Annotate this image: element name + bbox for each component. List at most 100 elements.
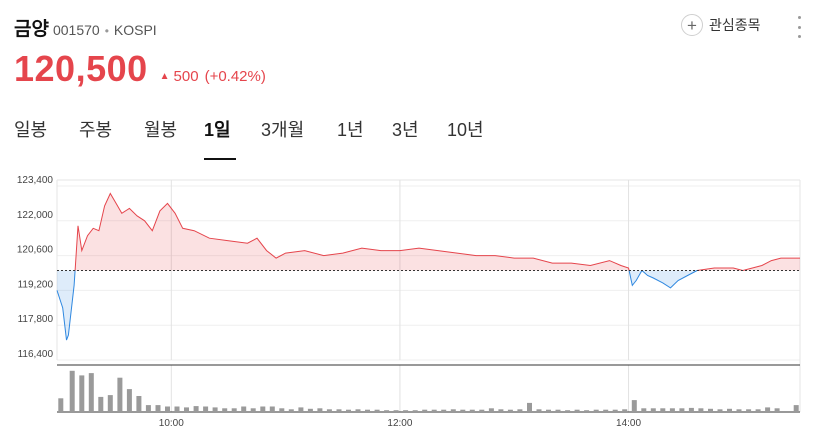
volume-bar bbox=[136, 396, 142, 412]
volume-bar bbox=[622, 409, 628, 412]
volume-bar bbox=[317, 408, 323, 412]
tab-10years[interactable]: 10년 bbox=[447, 120, 484, 140]
volume-bar bbox=[326, 409, 332, 412]
volume-bar bbox=[155, 405, 161, 412]
volume-bar bbox=[269, 406, 275, 412]
quote-row: 120,500 ▲ 500 (+0.42%) bbox=[14, 48, 266, 90]
tab-weekly[interactable]: 주봉 bbox=[79, 120, 113, 140]
volume-bar bbox=[403, 410, 409, 412]
change-amount: 500 bbox=[173, 68, 199, 85]
volume-bar bbox=[184, 407, 189, 412]
volume-bar bbox=[174, 406, 180, 412]
price-area-down bbox=[629, 270, 642, 286]
change-percent: (+0.42%) bbox=[204, 68, 266, 85]
volume-bar bbox=[431, 409, 437, 412]
price-line-up bbox=[697, 257, 800, 272]
tab-monthly[interactable]: 월봉 bbox=[144, 120, 178, 140]
volume-bar bbox=[469, 409, 475, 412]
volume-bar bbox=[555, 409, 561, 412]
volume-bar bbox=[460, 409, 466, 412]
volume-bar bbox=[746, 409, 752, 412]
stock-header: 금양 001570 • KOSPI bbox=[14, 14, 157, 40]
price-change: ▲ 500 (+0.42%) bbox=[160, 68, 266, 85]
tab-3months[interactable]: 3개월 bbox=[261, 120, 305, 140]
volume-bar bbox=[727, 408, 732, 412]
volume-bar bbox=[298, 407, 304, 412]
volume-bar bbox=[393, 410, 399, 412]
volume-bar bbox=[145, 405, 151, 412]
tab-1day[interactable]: 1일 bbox=[204, 120, 231, 140]
tab-1year[interactable]: 1년 bbox=[337, 120, 364, 140]
volume-bar bbox=[660, 408, 666, 412]
tab-daily[interactable]: 일봉 bbox=[14, 120, 48, 140]
volume-bar bbox=[527, 402, 532, 412]
stock-name: 금양 bbox=[14, 19, 49, 40]
volume-bar bbox=[126, 389, 132, 412]
volume-bar bbox=[479, 409, 485, 412]
volume-bar bbox=[631, 400, 637, 412]
volume-bar bbox=[593, 409, 599, 412]
volume-bar bbox=[698, 408, 704, 412]
up-arrow-icon: ▲ bbox=[159, 71, 170, 82]
volume-bar bbox=[793, 405, 799, 412]
volume-bar bbox=[422, 409, 428, 412]
x-tick-label: 10:00 bbox=[159, 418, 184, 429]
tab-3years[interactable]: 3년 bbox=[392, 120, 419, 140]
more-options-button[interactable] bbox=[794, 16, 804, 38]
current-price: 120,500 bbox=[14, 48, 148, 89]
active-tab-indicator bbox=[204, 158, 236, 160]
chart-svg: 123,400 122,000 120,600 119,200 117,800 116,4… bbox=[17, 175, 801, 429]
volume-bar bbox=[384, 410, 390, 412]
volume-bar bbox=[765, 407, 771, 412]
volume-bar bbox=[69, 370, 75, 412]
volume-bar bbox=[88, 373, 94, 412]
add-favorite-button[interactable]: + 관심종목 bbox=[681, 14, 761, 36]
volume-bar bbox=[603, 409, 609, 412]
y-tick-label: 120,600 bbox=[17, 245, 54, 256]
volume-bar bbox=[165, 406, 170, 412]
volume-bar bbox=[517, 409, 523, 412]
price-line-up bbox=[74, 192, 630, 271]
volume-bar bbox=[222, 408, 228, 412]
volume-bar bbox=[717, 409, 723, 412]
volume-bar bbox=[288, 409, 294, 412]
volume-bar bbox=[79, 375, 85, 412]
volume-bar bbox=[241, 406, 247, 412]
volume-bar bbox=[641, 408, 647, 412]
x-tick-label: 12:00 bbox=[387, 418, 412, 429]
volume-bar bbox=[498, 409, 504, 412]
volume-bar bbox=[736, 409, 742, 412]
volume-bar bbox=[669, 408, 675, 412]
volume-bar bbox=[117, 377, 123, 412]
volume-bar bbox=[688, 407, 694, 412]
volume-bar bbox=[546, 409, 551, 412]
separator-dot: • bbox=[104, 24, 109, 38]
price-area-down bbox=[57, 270, 76, 341]
volume-bar bbox=[574, 409, 580, 412]
y-tick-label: 119,200 bbox=[18, 279, 54, 290]
volume-bar bbox=[441, 409, 447, 412]
volume-bar bbox=[336, 409, 342, 412]
price-line-down bbox=[56, 270, 76, 341]
volume-bar bbox=[107, 395, 113, 412]
volume-bar bbox=[365, 409, 370, 412]
intraday-chart[interactable]: 123,400 122,000 120,600 119,200 117,800 116,4… bbox=[0, 160, 815, 445]
more-vertical-icon bbox=[797, 16, 801, 19]
add-favorite-label: 관심종목 bbox=[709, 17, 761, 33]
volume-bar bbox=[412, 410, 418, 412]
volume-bar bbox=[250, 408, 256, 412]
price-area-down bbox=[641, 270, 698, 288]
price-line-down bbox=[641, 270, 698, 289]
volume-bar bbox=[98, 396, 104, 412]
price-line-down bbox=[628, 270, 643, 287]
volume-bar bbox=[584, 410, 590, 412]
volume-bar bbox=[488, 408, 494, 412]
volume-bar bbox=[231, 408, 237, 412]
volume-bar bbox=[260, 406, 266, 412]
volume-bar bbox=[565, 410, 571, 412]
y-tick-label: 117,800 bbox=[18, 314, 54, 325]
volume-bar bbox=[193, 406, 199, 412]
volume-bar bbox=[346, 409, 351, 412]
stock-code: 001570 bbox=[52, 22, 100, 38]
volume-bar bbox=[355, 409, 361, 412]
